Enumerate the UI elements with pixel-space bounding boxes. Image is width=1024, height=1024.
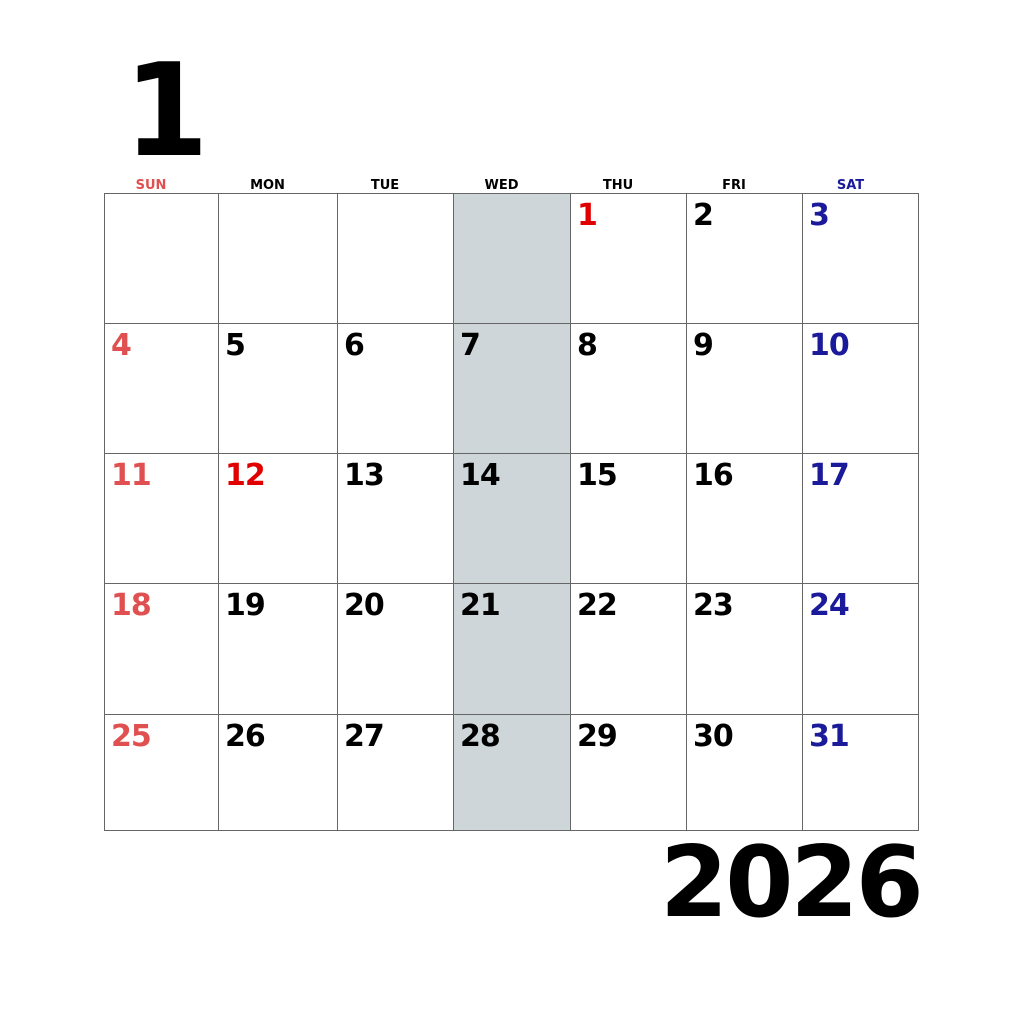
day-number: 1 [577,198,598,233]
day-cell[interactable]: 16 [686,453,802,583]
grid-vertical-line [918,193,919,831]
grid-horizontal-line [104,583,919,584]
day-number: 31 [809,719,850,754]
day-number: 13 [344,458,385,493]
grid-horizontal-line [104,193,919,194]
day-number: 14 [460,458,501,493]
day-number: 8 [577,328,598,363]
day-cell[interactable]: 14 [453,453,570,583]
day-number: 5 [225,328,246,363]
grid-vertical-line [802,193,803,831]
day-number: 6 [344,328,365,363]
day-cell[interactable]: 13 [337,453,453,583]
day-number: 22 [577,588,618,623]
day-number: 2 [693,198,714,233]
day-cell[interactable]: 24 [802,583,919,714]
day-number: 9 [693,328,714,363]
day-cell[interactable]: 5 [218,323,337,453]
day-cell[interactable]: 17 [802,453,919,583]
day-number: 24 [809,588,850,623]
grid-horizontal-line [104,323,919,324]
day-cell[interactable]: 2 [686,193,802,323]
day-cell[interactable] [104,193,218,323]
grid-horizontal-line [104,830,919,831]
day-number: 27 [344,719,385,754]
grid-vertical-line [570,193,571,831]
day-cell[interactable]: 15 [570,453,686,583]
day-number: 28 [460,719,501,754]
year-label: 2026 [660,826,924,940]
grid-horizontal-line [104,714,919,715]
weekday-sat: SAT [836,178,865,193]
grid-vertical-line [453,193,454,831]
day-number: 19 [225,588,266,623]
highlighted-column [453,193,570,831]
calendar-grid: 1 2 3 4 5 6 7 8 9 10 11 12 13 14 15 16 17 18 19 20 21 22 23 24 2… [104,193,919,831]
day-number: 15 [577,458,618,493]
day-cell[interactable]: 30 [686,714,802,831]
day-cell[interactable]: 22 [570,583,686,714]
day-cell[interactable]: 3 [802,193,919,323]
day-number: 30 [693,719,734,754]
day-cell[interactable]: 20 [337,583,453,714]
day-number: 26 [225,719,266,754]
day-number: 25 [111,719,152,754]
grid-horizontal-line [104,453,919,454]
day-number: 20 [344,588,385,623]
day-cell[interactable]: 11 [104,453,218,583]
grid-vertical-line [686,193,687,831]
day-number: 18 [111,588,152,623]
grid-vertical-line [218,193,219,831]
day-number: 23 [693,588,734,623]
grid-vertical-line [104,193,105,831]
day-cell[interactable]: 29 [570,714,686,831]
day-number: 3 [809,198,830,233]
day-cell[interactable]: 4 [104,323,218,453]
day-cell[interactable]: 25 [104,714,218,831]
day-number: 10 [809,328,850,363]
day-number: 21 [460,588,501,623]
day-number: 11 [111,458,152,493]
day-number: 17 [809,458,850,493]
day-cell[interactable]: 27 [337,714,453,831]
day-cell[interactable]: 12 [218,453,337,583]
day-cell[interactable]: 21 [453,583,570,714]
weekday-wed: WED [484,178,519,193]
weekday-thu: THU [602,178,634,193]
day-cell[interactable]: 6 [337,323,453,453]
day-cell[interactable]: 7 [453,323,570,453]
day-cell[interactable] [337,193,453,323]
day-cell[interactable]: 19 [218,583,337,714]
day-cell[interactable]: 31 [802,714,919,831]
day-number: 12 [225,458,266,493]
month-number: 1 [124,37,209,186]
day-cell[interactable]: 10 [802,323,919,453]
grid-vertical-line [337,193,338,831]
day-number: 29 [577,719,618,754]
day-number: 4 [111,328,132,363]
day-cell[interactable] [453,193,570,323]
day-number: 16 [693,458,734,493]
day-cell[interactable]: 1 [570,193,686,323]
day-cell[interactable]: 26 [218,714,337,831]
day-cell[interactable] [218,193,337,323]
day-cell[interactable]: 28 [453,714,570,831]
weekday-tue: TUE [370,178,400,193]
day-cell[interactable]: 18 [104,583,218,714]
day-cell[interactable]: 23 [686,583,802,714]
day-cell[interactable]: 8 [570,323,686,453]
day-cell[interactable]: 9 [686,323,802,453]
day-number: 7 [460,328,481,363]
weekday-sun: SUN [135,178,167,193]
weekday-fri: FRI [722,178,746,193]
weekday-mon: MON [250,178,285,193]
